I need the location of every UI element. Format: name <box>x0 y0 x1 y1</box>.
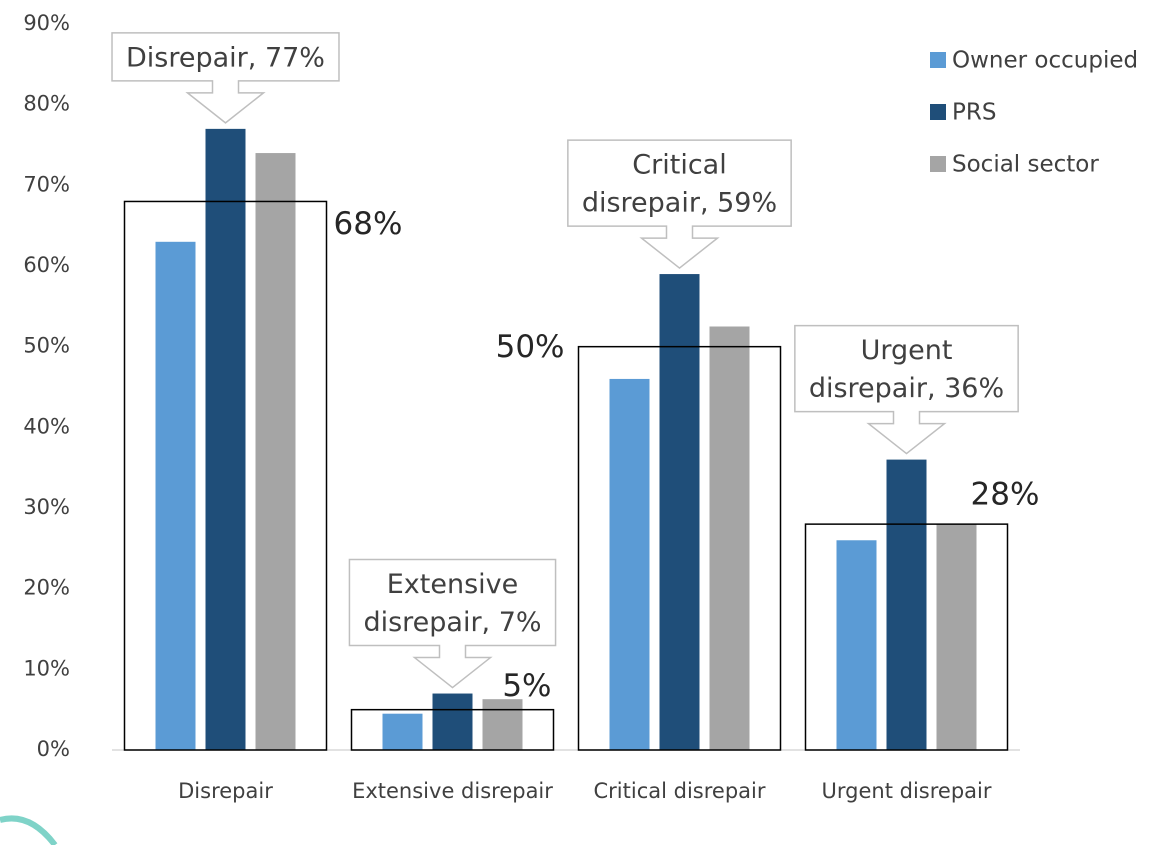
legend-label: PRS <box>952 100 996 126</box>
legend-label: Owner occupied <box>952 48 1138 74</box>
bar <box>482 699 523 750</box>
y-tick-label: 50% <box>23 334 70 358</box>
total-label: 50% <box>496 329 565 365</box>
x-tick-label: Disrepair <box>178 779 273 803</box>
annotation: Disrepair, 77% <box>126 42 325 73</box>
total-label: 28% <box>971 477 1040 513</box>
annotation: disrepair, 7% <box>363 607 541 638</box>
legend-swatch <box>930 104 946 120</box>
callout <box>348 558 557 689</box>
y-tick-label: 40% <box>23 414 70 438</box>
bar <box>205 128 246 750</box>
x-tick-label: Extensive disrepair <box>352 779 553 803</box>
legend-label: Social sector <box>952 152 1099 178</box>
total-box <box>577 345 782 751</box>
decoration <box>0 815 58 847</box>
annotation: disrepair, 36% <box>809 373 1004 404</box>
y-tick-label: 60% <box>23 253 70 277</box>
bar <box>432 693 473 750</box>
annotation: Extensive <box>387 569 519 600</box>
y-tick-label: 10% <box>23 656 70 680</box>
bar <box>609 378 650 750</box>
bar <box>886 459 927 750</box>
bar <box>709 326 750 750</box>
legend-swatch <box>930 156 946 172</box>
total-box <box>350 708 555 751</box>
annotation: Urgent <box>861 335 953 366</box>
y-tick-label: 30% <box>23 495 70 519</box>
annotation: Critical <box>632 150 726 181</box>
callout <box>567 139 792 270</box>
annotation: disrepair, 59% <box>582 188 777 219</box>
bar <box>382 713 423 750</box>
total-box <box>123 200 328 751</box>
bar <box>659 274 700 750</box>
bar <box>155 241 196 751</box>
legend-swatch <box>930 52 946 68</box>
bar <box>255 153 296 751</box>
y-tick-label: 70% <box>23 172 70 196</box>
y-tick-label: 20% <box>23 576 70 600</box>
y-tick-label: 90% <box>23 11 70 35</box>
total-label: 5% <box>502 668 551 704</box>
y-tick-label: 80% <box>23 92 70 116</box>
x-tick-label: Urgent disrepair <box>822 779 992 803</box>
bar <box>936 524 977 750</box>
bar <box>836 540 877 750</box>
callout <box>111 32 340 124</box>
total-label: 68% <box>334 206 403 242</box>
y-tick-label: 0% <box>37 737 70 761</box>
x-tick-label: Critical disrepair <box>594 779 766 803</box>
total-box <box>804 523 1009 751</box>
callout <box>794 324 1019 455</box>
